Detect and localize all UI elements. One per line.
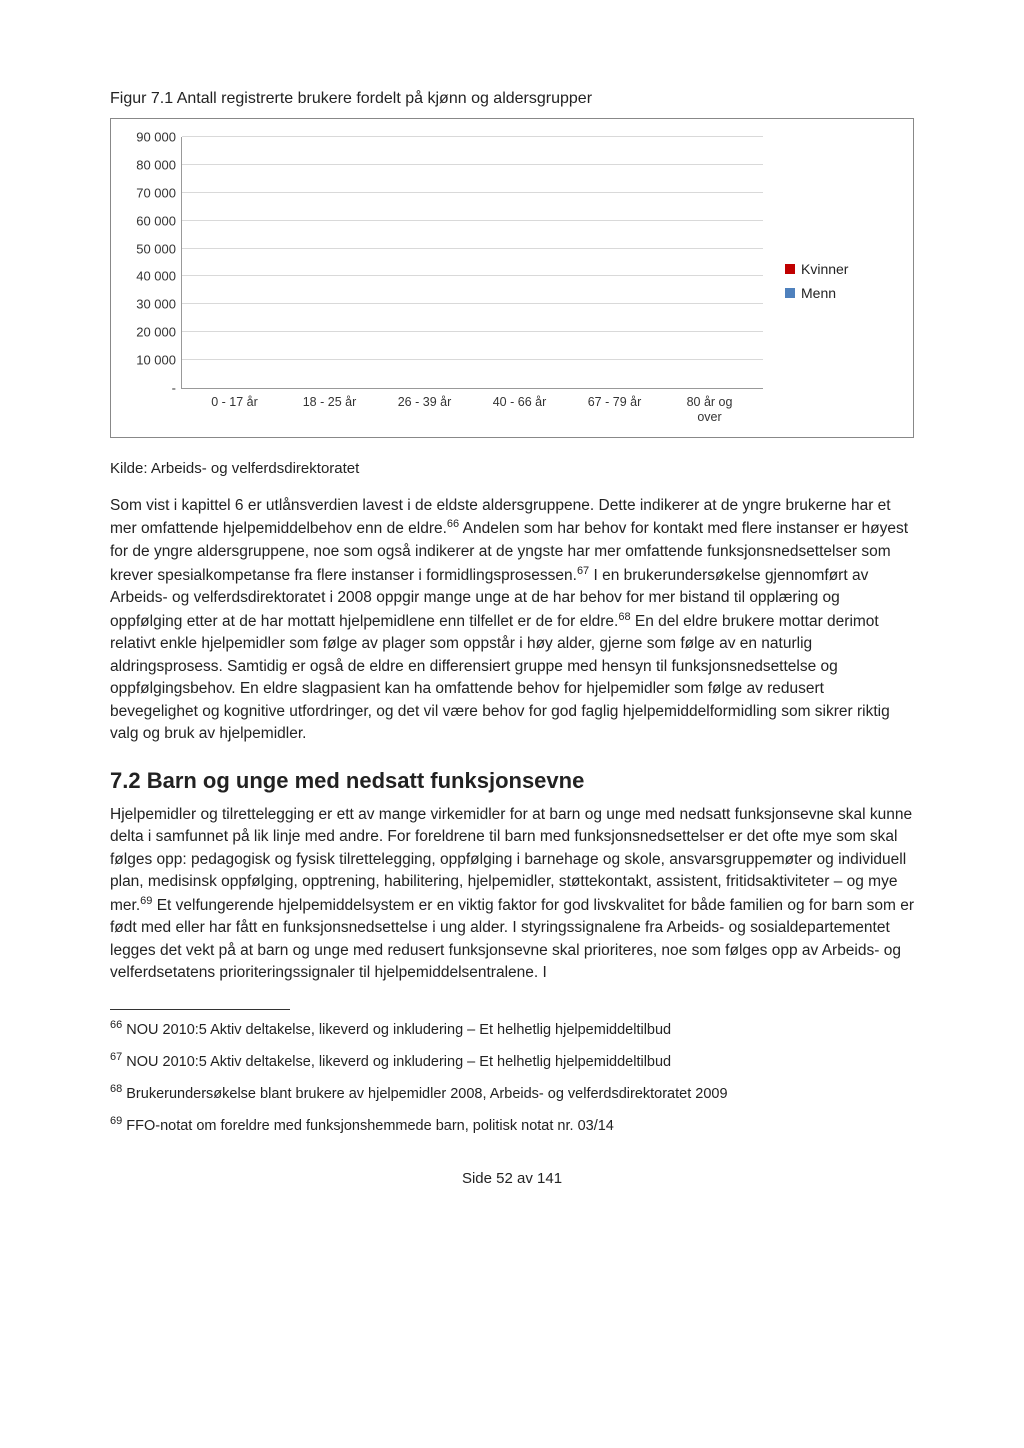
gridline — [182, 192, 763, 193]
gridline — [182, 303, 763, 304]
x-axis-label: 67 - 79 år — [586, 395, 644, 425]
footnotes-rule — [110, 1009, 290, 1010]
legend-label-kvinner: Kvinner — [801, 261, 848, 277]
footnote-ref-69: 69 — [140, 895, 152, 907]
y-axis-label: 90 000 — [136, 130, 182, 145]
footnote-ref-66: 66 — [447, 518, 459, 530]
plot-area: - 10 000 20 000 30 000 40 000 50 000 60 000 70 … — [129, 137, 771, 425]
footnote-num-66: 66 — [110, 1019, 122, 1031]
footnote-69: 69 FFO-notat om foreldre med funksjonshem… — [110, 1114, 914, 1136]
legend-swatch-kvinner — [785, 264, 795, 274]
page-number: Side 52 av 141 — [110, 1170, 914, 1187]
footnote-ref-68: 68 — [618, 611, 630, 623]
x-axis-label: 0 - 17 år — [206, 395, 264, 425]
y-axis-label: - — [172, 381, 182, 396]
footnote-text-66: NOU 2010:5 Aktiv deltakelse, likeverd og… — [126, 1021, 671, 1037]
y-axis-label: 30 000 — [136, 297, 182, 312]
paragraph-1: Som vist i kapittel 6 er utlånsverdien l… — [110, 495, 914, 746]
x-axis-label: 26 - 39 år — [396, 395, 454, 425]
p2-span-b: Et velfungerende hjelpemiddelsystem er e… — [110, 897, 914, 981]
gridline — [182, 220, 763, 221]
y-axis-label: 70 000 — [136, 185, 182, 200]
gridline — [182, 248, 763, 249]
chart-bars — [182, 137, 763, 388]
legend-item-menn: Menn — [785, 285, 895, 301]
chart-legend: Kvinner Menn — [771, 137, 895, 425]
footnote-ref-67: 67 — [577, 565, 589, 577]
footnote-text-68: Brukerundersøkelse blant brukere av hjel… — [126, 1086, 727, 1102]
gridline — [182, 136, 763, 137]
y-axis-label: 80 000 — [136, 157, 182, 172]
legend-label-menn: Menn — [801, 285, 836, 301]
gridline — [182, 331, 763, 332]
figure-title: Figur 7.1 Antall registrerte brukere for… — [110, 90, 914, 108]
legend-item-kvinner: Kvinner — [785, 261, 895, 277]
paragraph-2: Hjelpemidler og tilrettelegging er ett a… — [110, 804, 914, 985]
footnote-66: 66 NOU 2010:5 Aktiv deltakelse, likeverd … — [110, 1018, 914, 1040]
footnote-text-69: FFO-notat om foreldre med funksjonshemme… — [126, 1118, 614, 1134]
y-axis-label: 50 000 — [136, 241, 182, 256]
gridline — [182, 164, 763, 165]
x-axis-label: 40 - 66 år — [491, 395, 549, 425]
x-axis-label: 18 - 25 år — [301, 395, 359, 425]
x-axis-label: 80 år og over — [681, 395, 739, 425]
footnote-num-67: 67 — [110, 1051, 122, 1063]
gridline — [182, 359, 763, 360]
footnote-num-68: 68 — [110, 1083, 122, 1095]
footnote-text-67: NOU 2010:5 Aktiv deltakelse, likeverd og… — [126, 1053, 671, 1069]
x-axis: 0 - 17 år 18 - 25 år 26 - 39 år 40 - 66 år 6… — [181, 389, 763, 425]
section-heading-7-2: 7.2 Barn og unge med nedsatt funksjonsev… — [110, 768, 914, 794]
y-axis-label: 10 000 — [136, 353, 182, 368]
footnote-68: 68 Brukerundersøkelse blant brukere av hj… — [110, 1082, 914, 1104]
footnote-67: 67 NOU 2010:5 Aktiv deltakelse, likeverd … — [110, 1050, 914, 1072]
legend-swatch-menn — [785, 288, 795, 298]
figure-source: Kilde: Arbeids- og velferdsdirektoratet — [110, 460, 914, 477]
chart-container: - 10 000 20 000 30 000 40 000 50 000 60 000 70 … — [110, 118, 914, 438]
y-axis-label: 40 000 — [136, 269, 182, 284]
y-axis-label: 20 000 — [136, 325, 182, 340]
chart-grid: -10 00020 00030 00040 00050 00060 00070 … — [181, 137, 763, 389]
gridline — [182, 275, 763, 276]
y-axis-label: 60 000 — [136, 213, 182, 228]
footnote-num-69: 69 — [110, 1115, 122, 1127]
p1-span-d: En del eldre brukere mottar derimot rela… — [110, 613, 890, 742]
